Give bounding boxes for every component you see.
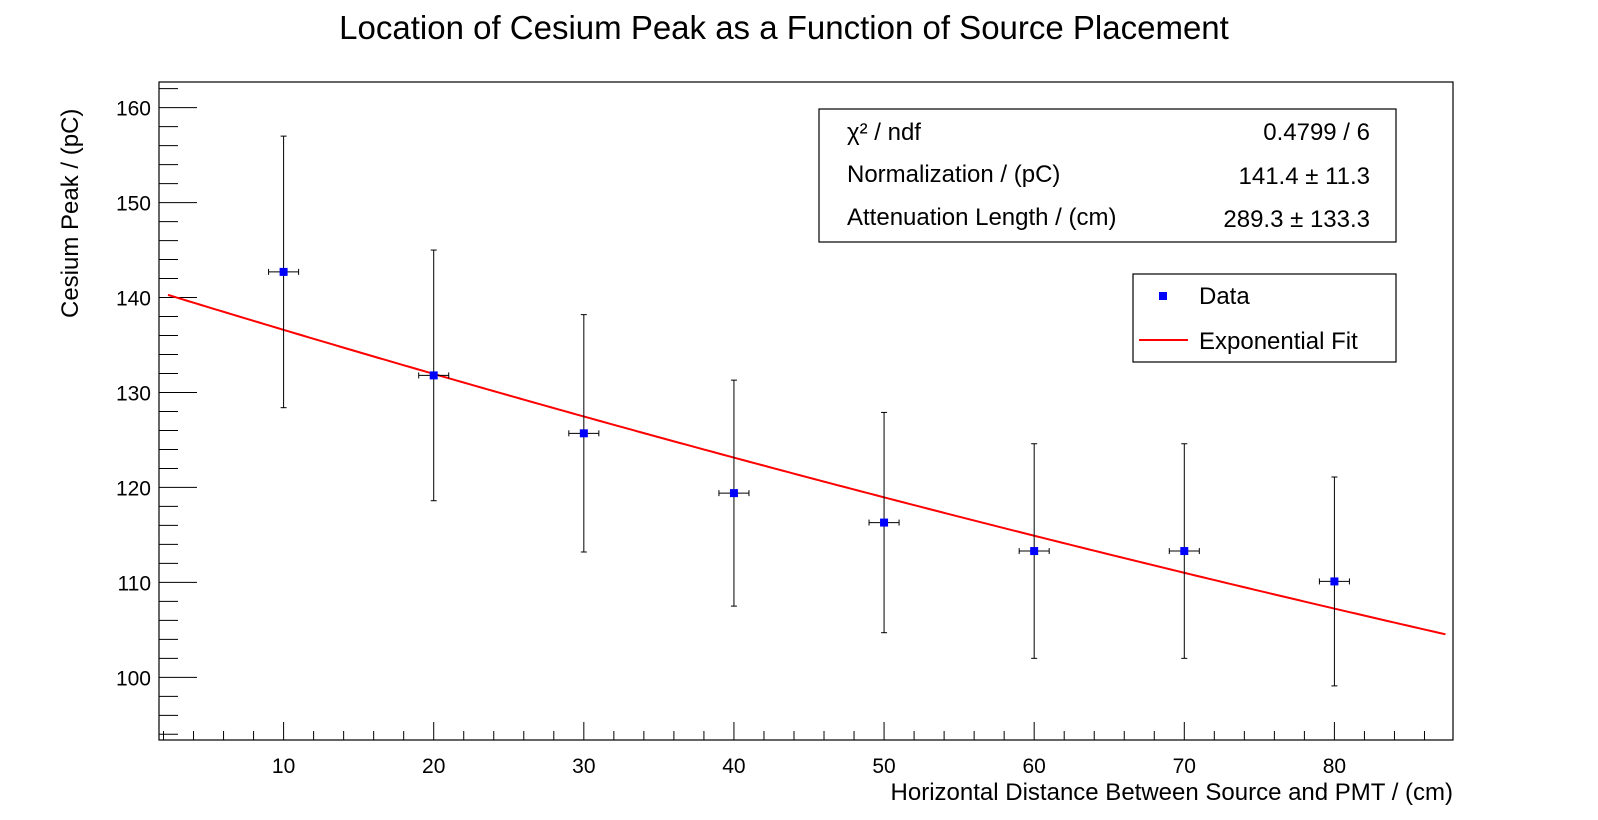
y-tick-label: 150	[116, 193, 151, 216]
data-point	[429, 371, 438, 380]
stat-value-normalization: 141.4 ± 11.3	[1239, 163, 1371, 190]
data-point	[1180, 547, 1189, 556]
legend-entry-fit: Exponential Fit	[1199, 328, 1358, 355]
x-axis-label: Horizontal Distance Between Source and P…	[891, 779, 1453, 806]
y-tick-label: 110	[118, 572, 151, 595]
axis-ticks	[159, 88, 1425, 740]
y-tick-label: 140	[116, 288, 151, 311]
legend-frame	[1132, 273, 1397, 363]
data-point	[1330, 577, 1339, 586]
chart-title: Location of Cesium Peak as a Function of…	[339, 9, 1229, 46]
data-points	[268, 135, 1350, 687]
x-tick-label: 30	[572, 755, 595, 778]
fit-statistics-box: χ² / ndf 0.4799 / 6 Normalization / (pC)…	[818, 108, 1397, 243]
x-tick-labels: 10 20 30 40 50 60 70 80	[272, 755, 1346, 778]
x-tick-label: 10	[272, 755, 295, 778]
stat-label-normalization: Normalization / (pC)	[847, 161, 1060, 188]
data-point	[279, 267, 288, 276]
y-tick-label: 120	[116, 477, 151, 500]
exponential-fit-line	[167, 293, 1446, 636]
data-point	[579, 429, 588, 438]
y-tick-label: 130	[116, 382, 151, 405]
fit-statistics-frame	[818, 108, 1397, 243]
y-tick-labels: 100 110 120 130 140 150 160	[116, 98, 151, 691]
x-tick-label: 70	[1173, 755, 1196, 778]
x-tick-label: 80	[1323, 755, 1346, 778]
y-tick-label: 160	[116, 98, 151, 121]
y-axis-label: Cesium Peak / (pC)	[57, 109, 84, 318]
stat-value-chi2: 0.4799 / 6	[1263, 119, 1370, 146]
y-tick-label: 100	[116, 667, 151, 690]
data-point	[729, 489, 738, 498]
legend-marker-data	[1159, 292, 1167, 300]
legend-entry-data: Data	[1199, 283, 1250, 310]
x-tick-label: 60	[1022, 755, 1045, 778]
data-point	[880, 518, 889, 527]
x-tick-label: 40	[722, 755, 745, 778]
x-tick-label: 20	[422, 755, 445, 778]
stat-label-chi2: χ² / ndf	[847, 119, 921, 146]
x-tick-label: 50	[872, 755, 895, 778]
legend: Data Exponential Fit	[1132, 273, 1397, 363]
stat-label-attenuation: Attenuation Length / (cm)	[847, 204, 1116, 231]
stat-value-attenuation: 289.3 ± 133.3	[1223, 206, 1370, 233]
data-point	[1030, 547, 1039, 556]
